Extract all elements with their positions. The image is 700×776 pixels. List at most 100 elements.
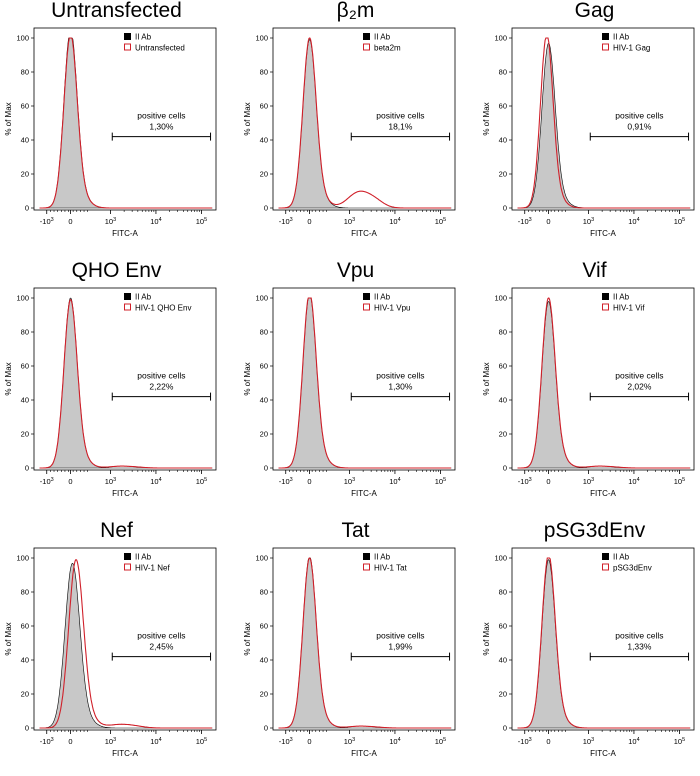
sample-histogram (278, 37, 451, 209)
y-axis-label: % of Max (482, 362, 491, 395)
x-tick-label: -103 (40, 477, 54, 486)
x-tick-label: 105 (435, 217, 446, 226)
y-tick-label: 80 (260, 588, 268, 597)
x-tick-label: 105 (674, 217, 685, 226)
histogram-panel: Vif 0 20 40 60 80 100 % of Max -103 0 103 104 105 FIT… (478, 259, 700, 516)
legend-label: II Ab (613, 293, 630, 302)
sample-histogram (278, 297, 451, 469)
x-tick-label: 0 (546, 217, 550, 226)
x-tick-label: 0 (68, 737, 72, 746)
x-tick-label: 105 (435, 477, 446, 486)
histogram-panel: Tat 0 20 40 60 80 100 % of Max -103 0 103 104 105 FIT… (239, 519, 472, 776)
x-tick-label: 103 (344, 737, 355, 746)
legend-swatch-sample (602, 563, 609, 571)
legend-swatch-sample (124, 43, 131, 51)
x-tick-label: 103 (344, 477, 355, 486)
y-axis-label: % of Max (482, 102, 491, 135)
histogram-plot: 0 20 40 60 80 100 % of Max -103 0 103 104 105 FITC-A… (482, 287, 695, 498)
legend-box (120, 550, 214, 574)
legend-label: II Ab (613, 553, 630, 562)
legend-label: II Ab (135, 553, 152, 562)
y-tick-label: 20 (21, 430, 29, 439)
y-tick-label: 40 (499, 136, 507, 145)
gate-value: 1,30% (149, 122, 174, 132)
x-tick-label: -103 (40, 737, 54, 746)
y-axis-label: % of Max (243, 102, 252, 135)
y-tick-label: 0 (25, 464, 29, 473)
gate-label: positive cells (137, 371, 185, 381)
legend-swatch-control (363, 553, 370, 560)
x-tick-label: 104 (389, 737, 400, 746)
gate-value: 2,02% (627, 382, 652, 392)
x-tick-label: -103 (518, 217, 532, 226)
y-tick-label: 100 (494, 554, 507, 563)
y-tick-label: 20 (260, 690, 268, 699)
gate-value: 0,91% (627, 122, 652, 132)
x-axis-label: FITC-A (590, 749, 616, 758)
y-tick-label: 20 (21, 170, 29, 179)
sample-histogram (39, 559, 212, 729)
gate-label: positive cells (137, 111, 185, 121)
y-tick-label: 80 (21, 588, 29, 597)
y-tick-label: 20 (499, 170, 507, 179)
x-tick-label: 105 (674, 737, 685, 746)
sample-histogram (39, 298, 212, 469)
y-tick-label: 100 (16, 554, 29, 563)
legend-label: II Ab (374, 293, 391, 302)
y-tick-label: 40 (499, 656, 507, 665)
x-tick-label: 104 (389, 477, 400, 486)
control-histogram (39, 37, 213, 209)
x-tick-label: 104 (628, 477, 639, 486)
histogram-plot: 0 20 40 60 80 100 % of Max -103 0 103 104 105 FITC-A… (4, 547, 217, 758)
legend-box (598, 290, 692, 314)
sample-histogram (517, 297, 690, 469)
y-tick-label: 40 (21, 656, 29, 665)
x-tick-label: 105 (674, 477, 685, 486)
gate-label: positive cells (376, 371, 424, 381)
y-tick-label: 60 (21, 622, 29, 631)
panel-title: Gag (574, 0, 615, 22)
y-tick-label: 40 (260, 136, 268, 145)
legend-swatch-control (363, 33, 370, 40)
legend-label: Untransfected (135, 44, 185, 53)
gate-value: 1,99% (388, 642, 413, 652)
control-histogram (278, 39, 452, 209)
y-tick-label: 60 (260, 102, 268, 111)
legend-swatch-control (602, 293, 609, 300)
y-tick-label: 60 (499, 362, 507, 371)
x-axis-label: FITC-A (112, 489, 138, 498)
y-tick-label: 0 (264, 204, 268, 213)
y-tick-label: 60 (21, 362, 29, 371)
sample-histogram (517, 557, 690, 729)
legend-label: II Ab (374, 33, 391, 42)
y-tick-label: 60 (499, 102, 507, 111)
y-tick-label: 20 (21, 690, 29, 699)
sample-histogram (517, 37, 690, 209)
x-axis-label: FITC-A (351, 229, 377, 238)
histogram-panel: Gag 0 20 40 60 80 100 % of Max -103 0 103 104 105 FIT… (478, 0, 700, 256)
legend-swatch-control (602, 553, 609, 560)
y-tick-label: 40 (499, 396, 507, 405)
x-tick-label: -103 (279, 737, 293, 746)
histogram-plot: 0 20 40 60 80 100 % of Max -103 0 103 104 105 FITC-A… (482, 27, 695, 238)
x-tick-label: -103 (40, 217, 54, 226)
y-tick-label: 80 (499, 588, 507, 597)
gate-value: 2,22% (149, 382, 174, 392)
legend-swatch-control (602, 33, 609, 40)
y-tick-label: 0 (264, 724, 268, 733)
gate-label: positive cells (615, 371, 663, 381)
gate-value: 1,33% (627, 642, 652, 652)
legend-box (120, 30, 214, 54)
y-tick-label: 80 (21, 68, 29, 77)
x-tick-label: 0 (546, 477, 550, 486)
y-tick-label: 80 (21, 328, 29, 337)
x-tick-label: 0 (546, 737, 550, 746)
legend-label: HIV-1 Nef (135, 564, 170, 573)
histogram-panel: Untransfected 0 20 40 60 80 100 % of Max -103 0 10… (0, 0, 233, 256)
gate-value: 18,1% (388, 122, 413, 132)
plot-frame (33, 27, 217, 211)
y-tick-label: 80 (499, 68, 507, 77)
y-tick-label: 60 (21, 102, 29, 111)
legend-box (598, 30, 692, 54)
sample-histogram (278, 557, 451, 729)
